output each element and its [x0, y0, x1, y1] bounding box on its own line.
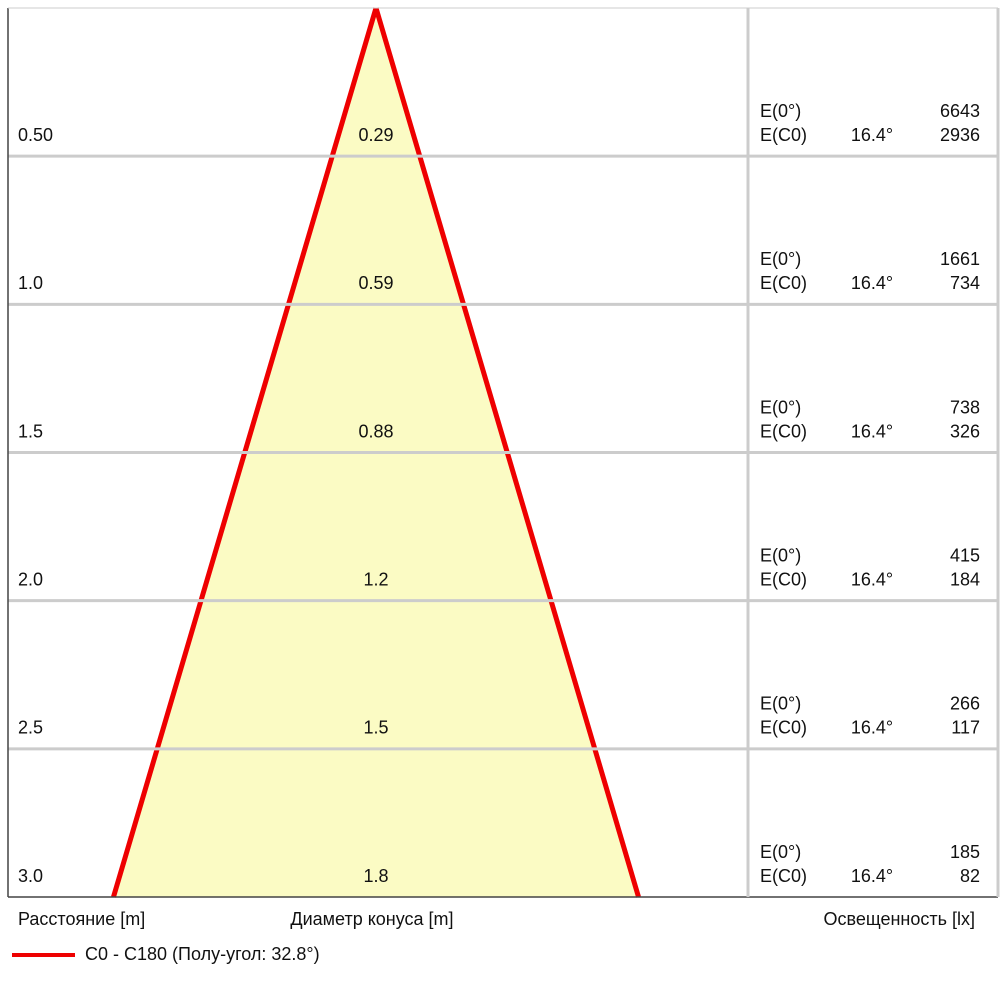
axis-label: Диаметр конуса [m] [290, 909, 453, 929]
diameter-label: 0.88 [358, 421, 393, 441]
distance-label: 2.0 [18, 569, 43, 589]
angle-label: 16.4° [851, 125, 893, 145]
ec0-label: E(C0) [760, 569, 807, 589]
angle-label: 16.4° [851, 569, 893, 589]
ec0-label: E(C0) [760, 866, 807, 886]
ec0-label: E(C0) [760, 273, 807, 293]
axis-label: Освещенность [lx] [823, 909, 975, 929]
ec0-value: 326 [950, 421, 980, 441]
ec0-label: E(C0) [760, 718, 807, 738]
e0-label: E(0°) [760, 842, 801, 862]
diameter-label: 0.59 [358, 273, 393, 293]
distance-label: 3.0 [18, 866, 43, 886]
diameter-label: 1.8 [363, 866, 388, 886]
angle-label: 16.4° [851, 273, 893, 293]
e0-label: E(0°) [760, 249, 801, 269]
e0-value: 185 [950, 842, 980, 862]
ec0-label: E(C0) [760, 125, 807, 145]
diameter-label: 1.5 [363, 718, 388, 738]
diameter-label: 0.29 [358, 125, 393, 145]
distance-label: 1.5 [18, 421, 43, 441]
angle-label: 16.4° [851, 421, 893, 441]
e0-label: E(0°) [760, 694, 801, 714]
e0-value: 6643 [940, 101, 980, 121]
ec0-label: E(C0) [760, 421, 807, 441]
axis-label: Расстояние [m] [18, 909, 145, 929]
ec0-value: 82 [960, 866, 980, 886]
e0-label: E(0°) [760, 545, 801, 565]
e0-value: 738 [950, 397, 980, 417]
ec0-value: 184 [950, 569, 980, 589]
distance-label: 0.50 [18, 125, 53, 145]
distance-label: 1.0 [18, 273, 43, 293]
angle-label: 16.4° [851, 866, 893, 886]
e0-label: E(0°) [760, 101, 801, 121]
legend-label: C0 - C180 (Полу-угол: 32.8°) [85, 944, 320, 964]
ec0-value: 734 [950, 273, 980, 293]
e0-value: 415 [950, 545, 980, 565]
e0-value: 266 [950, 694, 980, 714]
ec0-value: 2936 [940, 125, 980, 145]
e0-label: E(0°) [760, 397, 801, 417]
angle-label: 16.4° [851, 718, 893, 738]
distance-label: 2.5 [18, 718, 43, 738]
diameter-label: 1.2 [363, 569, 388, 589]
ec0-value: 117 [951, 718, 980, 738]
e0-value: 1661 [940, 249, 980, 269]
